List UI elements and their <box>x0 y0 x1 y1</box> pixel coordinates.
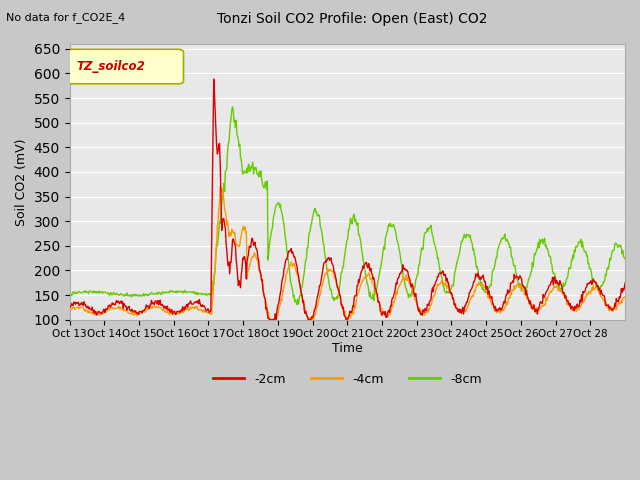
-2cm <box>266 317 273 323</box>
-4cm <box>66 308 74 313</box>
-2cm <box>234 274 241 280</box>
Y-axis label: Soil CO2 (mV): Soil CO2 (mV) <box>15 138 28 226</box>
-2cm <box>210 76 218 82</box>
FancyBboxPatch shape <box>67 49 184 84</box>
-2cm <box>406 276 414 282</box>
X-axis label: Time: Time <box>332 342 363 355</box>
-2cm <box>437 271 445 277</box>
-8cm <box>261 179 269 185</box>
-4cm <box>267 317 275 323</box>
Text: Tonzi Soil CO2 Profile: Open (East) CO2: Tonzi Soil CO2 Profile: Open (East) CO2 <box>217 12 487 26</box>
-8cm <box>282 240 290 245</box>
-4cm <box>234 242 241 248</box>
-4cm <box>283 271 291 276</box>
-4cm <box>406 280 414 286</box>
-4cm <box>261 296 269 301</box>
Line: -4cm: -4cm <box>70 187 625 320</box>
-8cm <box>66 290 74 296</box>
-4cm <box>621 295 629 300</box>
-8cm <box>131 293 139 299</box>
-8cm <box>437 272 445 278</box>
-2cm <box>283 256 291 262</box>
Line: -8cm: -8cm <box>70 107 625 304</box>
-4cm <box>131 312 139 318</box>
-4cm <box>216 184 224 190</box>
Text: No data for f_CO2E_4: No data for f_CO2E_4 <box>6 12 125 23</box>
-2cm <box>66 304 74 310</box>
-2cm <box>621 280 629 286</box>
Text: TZ_soilco2: TZ_soilco2 <box>76 60 145 73</box>
-2cm <box>261 296 269 302</box>
-8cm <box>406 292 414 298</box>
-8cm <box>234 134 241 140</box>
Legend: -2cm, -4cm, -8cm: -2cm, -4cm, -8cm <box>208 368 486 391</box>
Line: -2cm: -2cm <box>70 79 625 320</box>
-8cm <box>228 104 236 110</box>
-2cm <box>131 309 139 315</box>
-4cm <box>437 279 445 285</box>
-8cm <box>293 301 301 307</box>
-8cm <box>621 256 629 262</box>
